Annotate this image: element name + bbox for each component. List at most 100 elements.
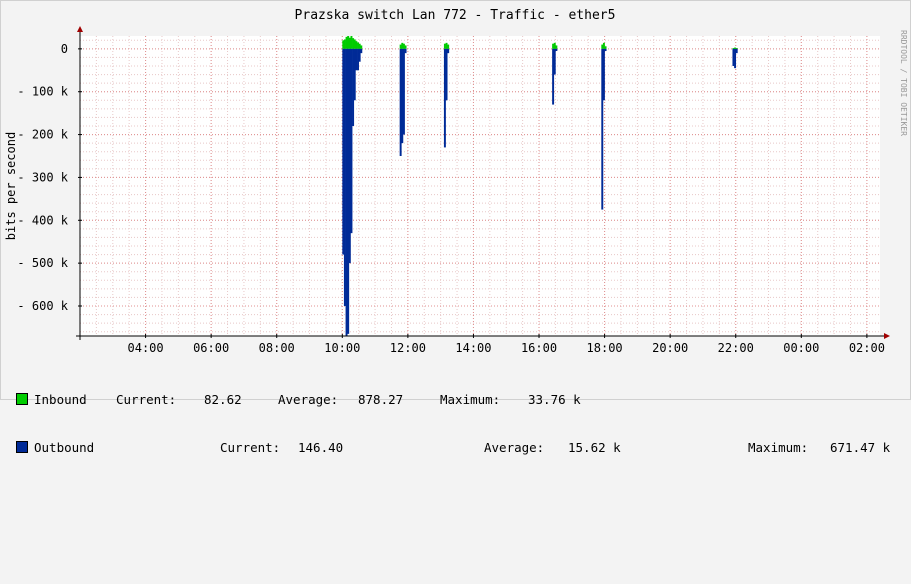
inbound-bar (355, 41, 358, 49)
inbound-bar (401, 42, 404, 49)
outbound-current-label: Current: (220, 440, 281, 455)
x-tick-label: 18:00 (587, 341, 623, 355)
x-tick-label: 20:00 (652, 341, 688, 355)
traffic-chart: Prazska switch Lan 772 - Traffic - ether… (4, 8, 908, 355)
y-tick-label: 0 (61, 42, 68, 56)
inbound-bar (352, 38, 355, 49)
inbound-bar (447, 44, 450, 49)
outbound-bar (358, 48, 361, 62)
inbound-maximum-label: Maximum: (440, 392, 501, 407)
outbound-swatch (16, 441, 28, 453)
outbound-bar (555, 48, 558, 51)
outbound-bar (443, 48, 446, 148)
inbound-bar (402, 43, 405, 49)
outbound-bar (447, 48, 450, 54)
outbound-bar (401, 48, 404, 144)
outbound-bar (360, 48, 363, 54)
y-tick-label: - 400 k (17, 213, 68, 227)
inbound-bar (347, 36, 350, 49)
outbound-current-value: 146.40 (298, 440, 344, 455)
inbound-bar (734, 47, 737, 49)
x-tick-label: 12:00 (390, 341, 426, 355)
inbound-bar (345, 36, 348, 49)
outbound-bar (357, 48, 359, 71)
x-tick-label: 00:00 (783, 341, 819, 355)
inbound-current-value: 82.62 (204, 392, 242, 407)
series-inbound (342, 36, 738, 49)
inbound-bar (732, 48, 735, 49)
minor-grid (79, 36, 880, 336)
inbound-bar (353, 39, 356, 49)
inbound-bar (555, 45, 558, 49)
outbound-bar (602, 48, 605, 101)
x-tick-label: 14:00 (455, 341, 491, 355)
inbound-bar (443, 43, 446, 49)
outbound-average-label: Average: (484, 440, 545, 455)
outbound-bar (734, 48, 737, 69)
outbound-bar (732, 48, 735, 66)
x-tick-labels: 04:00 06:00 08:00 10:00 12:00 14:00 16:00 18:00… (128, 341, 885, 355)
inbound-average-value: 878.27 (358, 392, 404, 407)
inbound-bar (343, 39, 346, 49)
y-tick-label: - 200 k (17, 128, 68, 142)
inbound-swatch (16, 393, 28, 405)
outbound-bar (735, 48, 738, 54)
x-tick-label: 22:00 (718, 341, 754, 355)
x-tick-label: 10:00 (324, 341, 360, 355)
outbound-bar (402, 48, 405, 135)
inbound-average-label: Average: (278, 392, 339, 407)
outbound-bar (348, 48, 351, 264)
x-axis-arrow (884, 333, 890, 339)
outbound-bar (604, 48, 607, 51)
outbound-bar (399, 48, 402, 156)
x-tick-label: 08:00 (259, 341, 295, 355)
y-tick-label: - 600 k (17, 299, 68, 313)
inbound-bar (357, 42, 359, 49)
outbound-maximum-label: Maximum: (748, 440, 809, 455)
y-tick-label: - 300 k (17, 170, 68, 184)
inbound-bar (553, 42, 556, 49)
series-outbound (342, 48, 738, 336)
outbound-bar (345, 48, 348, 336)
inbound-bar (445, 42, 448, 49)
y-axis-label: bits per second (4, 132, 18, 240)
legend-row-outbound: Outbound Current: 146.40 Average: 15.62 … (16, 440, 896, 456)
outbound-bar (353, 48, 356, 101)
inbound-bar (602, 42, 605, 49)
major-grid (80, 36, 880, 336)
inbound-bar (399, 44, 402, 49)
outbound-bar (553, 48, 556, 75)
outbound-average-value: 15.62 k (568, 440, 621, 455)
outbound-bar (352, 48, 355, 126)
x-tick-label: 16:00 (521, 341, 557, 355)
y-tick-label: - 500 k (17, 256, 68, 270)
inbound-bar (604, 46, 607, 49)
outbound-bar (347, 48, 350, 334)
inbound-bar (601, 44, 604, 49)
legend-row-inbound: Inbound Current: 82.62 Average: 878.27 M… (16, 392, 896, 408)
inbound-current-label: Current: (116, 392, 177, 407)
inbound-bar (358, 43, 361, 49)
legend: Inbound Current: 82.62 Average: 878.27 M… (16, 360, 896, 472)
outbound-bar (355, 48, 358, 71)
outbound-bar (350, 48, 353, 234)
outbound-bar (404, 48, 407, 54)
inbound-bar (735, 48, 738, 49)
series-layer (342, 36, 738, 336)
inbound-bar (360, 45, 363, 49)
x-tick-label: 06:00 (193, 341, 229, 355)
outbound-bar (601, 48, 604, 210)
outbound-label: Outbound (34, 440, 95, 455)
x-tick-label: 02:00 (849, 341, 885, 355)
x-tick-label: 04:00 (128, 341, 164, 355)
outbound-bar (445, 48, 448, 101)
inbound-bar (552, 43, 555, 49)
inbound-bar (342, 40, 345, 49)
outbound-bar (342, 48, 345, 255)
outbound-bar (552, 48, 555, 105)
rrdtool-watermark: RRDTOOL / TOBI OETIKER (899, 30, 908, 136)
inbound-bar (348, 37, 351, 49)
y-tick-labels: 0 - 100 k - 200 k - 300 k - 400 k - 500 k - 60… (17, 42, 68, 313)
y-axis-arrow (77, 26, 83, 32)
y-tick-label: - 100 k (17, 85, 68, 99)
